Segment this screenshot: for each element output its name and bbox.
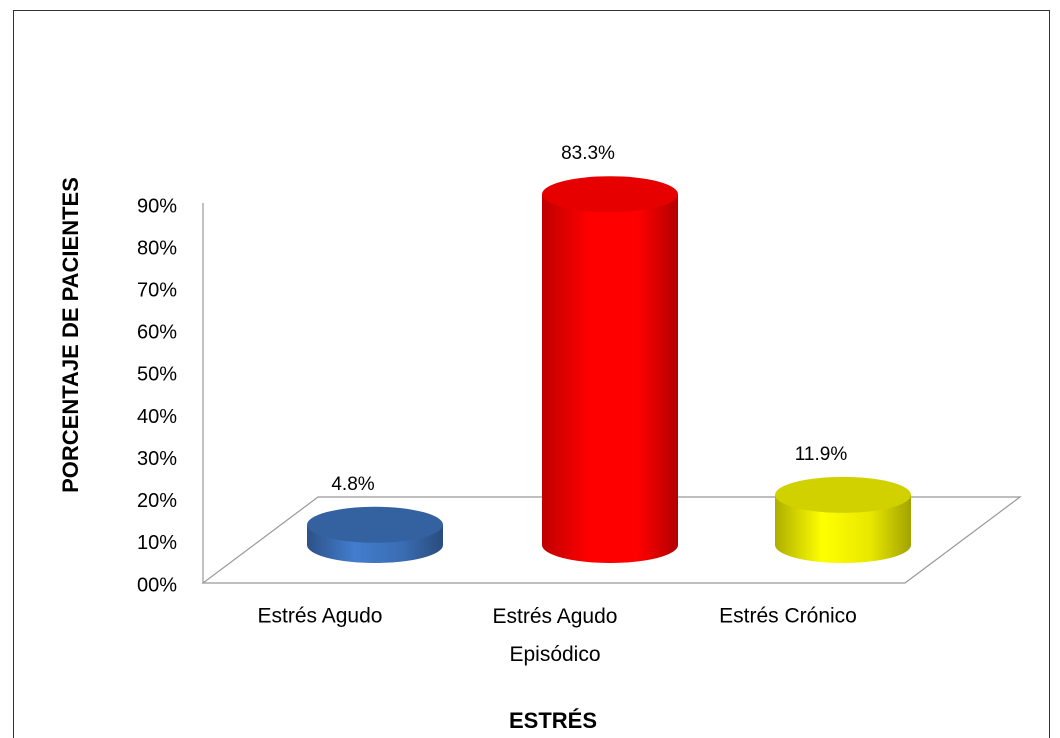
floor <box>201 496 1022 584</box>
y-tick-label: 40% <box>137 406 177 428</box>
y-tick-label: 20% <box>137 490 177 512</box>
y-tick-label: 60% <box>137 322 177 344</box>
y-tick-label: 30% <box>137 448 177 470</box>
y-tick-label: 10% <box>137 532 177 554</box>
value-label: 11.9% <box>795 444 848 465</box>
y-axis-title: PORCENTAJE DE PACIENTES <box>58 177 83 493</box>
bar-top <box>542 176 678 213</box>
chart-frame <box>13 10 1050 738</box>
x-axis-title: ESTRÉS <box>509 708 597 733</box>
y-tick-label: 70% <box>137 280 177 302</box>
x-tick-label: Estrés Agudo <box>258 605 383 628</box>
y-tick-label: 50% <box>137 364 177 386</box>
bar <box>775 494 911 563</box>
y-tick-label: 90% <box>137 195 177 217</box>
x-tick-label: Estrés Agudo Episódico <box>493 605 618 666</box>
y-tick-label: 00% <box>137 574 177 596</box>
value-label: 4.8% <box>331 474 374 495</box>
y-tick-label: 80% <box>137 237 177 259</box>
bar <box>542 194 678 563</box>
x-tick-label: Estrés Crónico <box>719 605 857 628</box>
bar-top <box>775 476 911 513</box>
bar-top <box>307 506 443 543</box>
value-label: 83.3% <box>561 143 615 164</box>
